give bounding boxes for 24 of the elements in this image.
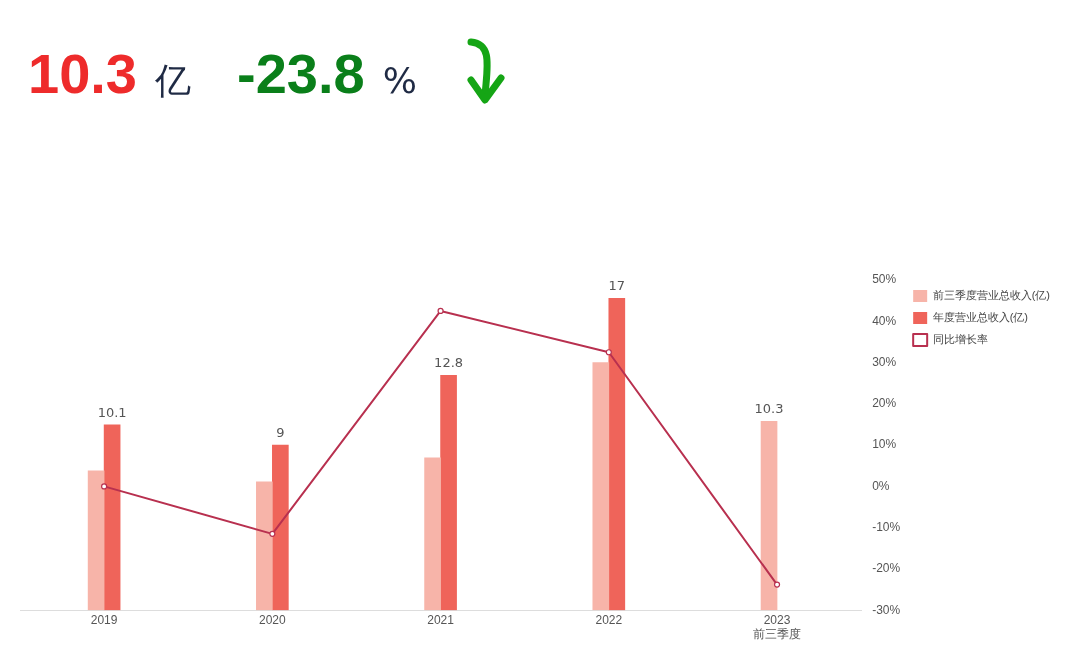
legend-label: 年度营业总收入(亿) [932, 311, 1028, 324]
y2-tick-label: -30% [872, 602, 901, 617]
y2-tick-label: 40% [872, 313, 897, 328]
y2-tick-label: 30% [872, 354, 897, 369]
data-label: 17 [608, 278, 626, 294]
y2-tick-label: -20% [872, 561, 901, 576]
data-label: 9 [276, 424, 285, 440]
y2-tick-label: 50% [872, 272, 897, 287]
y2-tick-label: 0% [872, 478, 890, 493]
y2-tick-label: -10% [872, 519, 901, 534]
data-label: 12.8 [434, 355, 464, 371]
x-tick-label: 2021 [427, 612, 455, 627]
x-tick-label: 2023 前三季度 [753, 612, 802, 642]
y2-tick-label: 10% [872, 437, 897, 452]
x-tick-label: 2022 [595, 612, 623, 627]
x-tick-label: 2019 [90, 612, 118, 627]
chart-subtitle: -23.8 % [237, 40, 417, 106]
chart-title: 10.3 亿 [28, 40, 191, 106]
data-label: 10.3 [754, 401, 784, 417]
y2-tick-label: 20% [872, 396, 897, 411]
legend-label: 前三季度营业总收入(亿) [932, 289, 1050, 302]
data-label: 10.1 [97, 404, 127, 420]
x-tick-label: 2020 [259, 612, 287, 627]
legend-label: 同比增长率 [932, 333, 988, 346]
